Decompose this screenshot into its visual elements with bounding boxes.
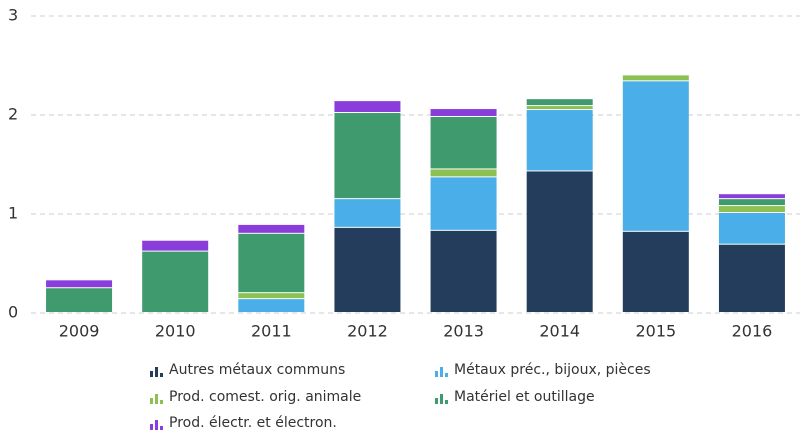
legend-item: Prod. comest. orig. animale	[150, 389, 361, 405]
legend-label: Métaux préc., bijoux, pièces	[454, 362, 651, 378]
y-tick-label: 3	[8, 6, 18, 25]
legend-item: Métaux préc., bijoux, pièces	[435, 362, 651, 378]
y-tick-label: 0	[8, 303, 18, 322]
y-tick-label: 1	[8, 204, 18, 223]
legend-icon	[440, 367, 443, 377]
bar-segment	[334, 227, 401, 312]
bar-segment	[142, 240, 209, 251]
legend-icon	[155, 394, 158, 404]
bar-segment	[430, 169, 497, 177]
bar-segment	[46, 288, 113, 312]
bar-segment	[334, 113, 401, 199]
legend-icon	[150, 398, 153, 404]
bar-segment	[430, 109, 497, 116]
legend-icon	[160, 426, 163, 430]
bar-segment	[622, 231, 689, 312]
x-tick-label: 2012	[347, 322, 388, 341]
legend-label: Prod. comest. orig. animale	[169, 389, 361, 405]
legend-label: Prod. électr. et électron.	[169, 415, 337, 431]
legend-icon	[445, 373, 448, 377]
legend-icon	[435, 371, 438, 377]
bar-segment	[430, 116, 497, 169]
bar-segment	[238, 233, 305, 293]
bar-segment	[526, 110, 593, 171]
legend-icon	[440, 394, 443, 404]
bar-segment	[142, 251, 209, 312]
legend-icon	[150, 424, 153, 430]
bar-segment	[718, 194, 785, 199]
x-tick-label: 2010	[155, 322, 196, 341]
legend-icon	[435, 398, 438, 404]
legend-item: Prod. électr. et électron.	[150, 415, 337, 431]
y-tick-label: 2	[8, 105, 18, 124]
x-tick-label: 2015	[635, 322, 676, 341]
x-tick-label: 2014	[539, 322, 580, 341]
legend-item: Matériel et outillage	[435, 389, 595, 405]
legend-icon	[150, 371, 153, 377]
bar-segment	[238, 293, 305, 299]
bar-segment	[430, 230, 497, 312]
x-tick-label: 2013	[443, 322, 484, 341]
bar-segment	[334, 199, 401, 227]
bar-segment	[718, 244, 785, 312]
x-tick-label: 2016	[732, 322, 773, 341]
bar-segment	[238, 299, 305, 312]
legend-label: Matériel et outillage	[454, 389, 595, 405]
bar-segment	[718, 206, 785, 213]
bar-segment	[238, 224, 305, 233]
bar-segment	[526, 99, 593, 106]
legend-icon	[155, 420, 158, 430]
bar-segment	[622, 81, 689, 231]
bar-segment	[718, 199, 785, 206]
x-tick-label: 2009	[59, 322, 100, 341]
legend-item: Autres métaux communs	[150, 362, 345, 378]
legend-icon	[445, 400, 448, 404]
legend-icon	[155, 367, 158, 377]
x-tick-label: 2011	[251, 322, 292, 341]
bar-segment	[718, 213, 785, 244]
bar-segment	[430, 177, 497, 230]
legend-label: Autres métaux communs	[169, 362, 345, 378]
bar-segment	[334, 101, 401, 113]
bar-segment	[622, 75, 689, 81]
legend-icon	[160, 373, 163, 377]
bar-segment	[526, 171, 593, 312]
bar-segment	[46, 280, 113, 288]
bar-segment	[526, 106, 593, 110]
legend-icon	[160, 400, 163, 404]
